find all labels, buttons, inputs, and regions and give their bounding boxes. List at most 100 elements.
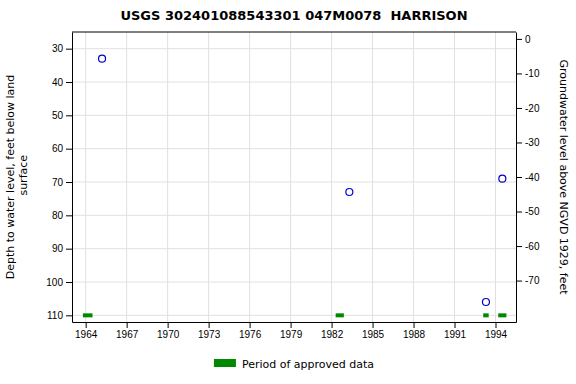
grid-line-y <box>72 48 516 49</box>
plot: 1964 1967 1970 1973 1976 1979 1982 1985 1988 1991… <box>46 32 540 340</box>
legend-swatch <box>214 359 236 367</box>
y2-axis-tick: -50 <box>516 206 540 217</box>
grid-line-x <box>495 32 496 322</box>
grid-line-x <box>454 32 455 322</box>
y-axis-tick-mark <box>66 182 72 183</box>
y2-axis-tick: -60 <box>516 241 540 252</box>
y2-axis-tick-mark <box>516 177 522 178</box>
title: USGS 302401088543301 047M0078 HARRISON <box>120 8 467 23</box>
y-axis-tick-mark <box>66 115 72 116</box>
grid-line-y <box>72 282 516 283</box>
x-axis-tick: 1979 <box>280 322 303 340</box>
y-axis-tick-mark <box>66 149 72 150</box>
y2-axis-tick-label: -40 <box>525 172 540 183</box>
legend-item: Period of approved data <box>214 358 374 371</box>
x-axis-tick-label: 1985 <box>362 329 385 340</box>
grid-line-x <box>249 32 250 322</box>
y2-axis-tick-mark <box>516 73 522 74</box>
y2-axis-tick: -70 <box>516 275 540 286</box>
y2-axis-tick-label: -70 <box>525 275 540 286</box>
y2-axis-tick-label: -20 <box>525 103 540 114</box>
grid-line-x <box>290 32 291 322</box>
x-axis-tick-label: 1970 <box>157 329 180 340</box>
y2-axis-tick-label: -60 <box>525 241 540 252</box>
grid-line-y <box>72 315 516 316</box>
x-axis: 1964 1967 1970 1973 1976 1979 1982 1985 1988 1991… <box>73 322 517 340</box>
y-axis-tick-label: 70 <box>52 177 64 188</box>
y2-axis-tick-mark <box>516 281 522 282</box>
y-axis-tick-mark <box>66 215 72 216</box>
y2-axis-tick: -40 <box>516 172 540 183</box>
y-axis: 30 40 50 60 70 80 90 100 110 <box>46 33 72 323</box>
y2-axis-tick: -30 <box>516 137 540 148</box>
x-axis-tick-mark <box>168 322 169 328</box>
y2-axis-tick-mark <box>516 39 522 40</box>
y-axis-title-line: Depth to water level, feet below land <box>4 75 17 280</box>
x-axis-tick: 1985 <box>362 322 385 340</box>
x-axis-tick-mark <box>455 322 456 328</box>
y-axis-tick-label: 90 <box>52 243 64 254</box>
y-axis-tick: 50 <box>52 110 72 121</box>
segment-series <box>83 315 507 316</box>
x-axis-line <box>73 322 517 323</box>
grid-line-x <box>331 32 332 322</box>
y-axis-line <box>72 33 73 323</box>
grid-line-x <box>126 32 127 322</box>
y-axis-title-line: surface <box>17 155 30 199</box>
point <box>346 189 353 196</box>
y-axis-tick-mark <box>66 315 72 316</box>
point <box>499 175 506 182</box>
legend-label: Period of approved data <box>242 358 374 371</box>
y-axis-tick: 90 <box>52 243 72 254</box>
x-axis-tick-mark <box>332 322 333 328</box>
y-axis-tick-mark <box>66 249 72 250</box>
y-axis-tick: 60 <box>52 143 72 154</box>
x-axis-tick-mark <box>291 322 292 328</box>
approved-period <box>83 313 93 317</box>
y-axis-tick-mark <box>66 49 72 50</box>
y-axis-tick: 110 <box>47 310 72 321</box>
marks <box>83 55 507 315</box>
y-axis-tick-label: 110 <box>47 310 63 321</box>
grid <box>72 32 516 322</box>
y-axis-tick-mark <box>66 82 72 83</box>
x-axis-tick: 1964 <box>75 322 98 340</box>
grid-line-y <box>72 248 516 249</box>
approved-period <box>498 313 506 317</box>
y-axis-tick: 100 <box>46 277 72 288</box>
y-axis-tick-label: 60 <box>52 143 64 154</box>
x-axis-tick: 1967 <box>116 322 139 340</box>
grid-line-x <box>208 32 209 322</box>
y2-axis-tick-label: -30 <box>525 137 540 148</box>
x-axis-tick: 1973 <box>198 322 221 340</box>
x-axis-tick-label: 1982 <box>321 329 344 340</box>
x-axis-tick-label: 1991 <box>444 329 467 340</box>
x-axis-tick-label: 1976 <box>239 329 262 340</box>
x-axis-tick: 1991 <box>444 322 467 340</box>
x-axis-tick-mark <box>414 322 415 328</box>
x-axis-tick-label: 1994 <box>485 329 508 340</box>
grid-line-x <box>413 32 414 322</box>
y-axis-tick: 30 <box>52 43 72 54</box>
grid-line-x <box>85 32 86 322</box>
grid-line-y <box>72 215 516 216</box>
y2-axis-tick-mark <box>516 142 522 143</box>
x-axis-tick-mark <box>209 322 210 328</box>
y2-axis-tick: -20 <box>516 103 540 114</box>
y2-axis-tick-mark <box>516 246 522 247</box>
x-axis-tick-label: 1988 <box>403 329 426 340</box>
x-axis-tick: 1988 <box>403 322 426 340</box>
y-axis-tick-label: 80 <box>52 210 64 221</box>
y-axis-title: Depth to water level, feet below land su… <box>4 75 30 280</box>
y-axis-tick: 80 <box>52 210 72 221</box>
approved-period <box>336 313 344 317</box>
x-axis-tick-label: 1973 <box>198 329 221 340</box>
x-axis-tick-mark <box>373 322 374 328</box>
grid-line-x <box>167 32 168 322</box>
y-axis-tick-label: 40 <box>52 77 64 88</box>
grid-line-x <box>372 32 373 322</box>
y2-axis-tick: 0 <box>516 34 531 45</box>
grid-line-y <box>72 182 516 183</box>
frame-top <box>72 32 516 33</box>
y-axis-tick: 70 <box>52 177 72 188</box>
